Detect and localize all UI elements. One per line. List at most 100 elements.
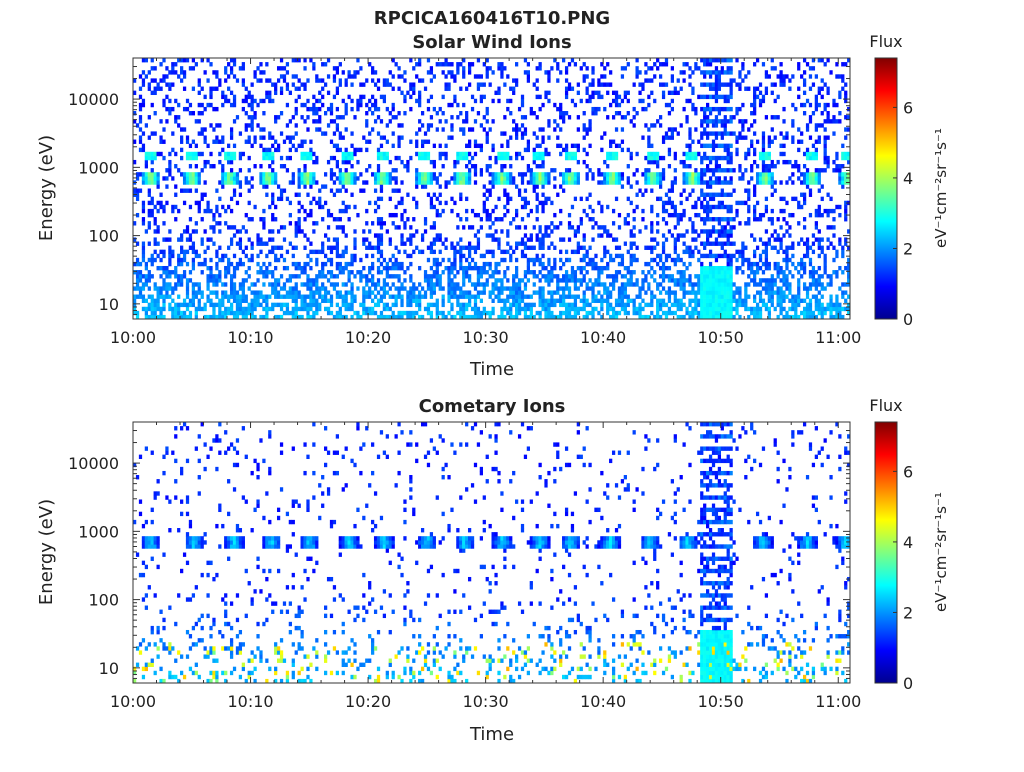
spectrogram-cell: [362, 237, 366, 242]
spectrogram-cell: [300, 155, 304, 161]
spectrogram-cell: [438, 192, 442, 197]
spectrogram-cell: [318, 106, 322, 112]
spectrogram-cell: [488, 217, 492, 222]
spectrogram-cell: [171, 314, 175, 320]
spectrogram-cell: [133, 261, 137, 267]
spectrogram-cell: [476, 241, 481, 246]
spectrogram-cell: [185, 98, 190, 104]
spectrogram-cell: [232, 270, 237, 275]
spectrogram-cell: [321, 294, 325, 299]
spectrogram-cell: [382, 294, 387, 299]
spectrogram-cell: [764, 278, 769, 283]
spectrogram-cell: [761, 147, 766, 153]
spectrogram-cell: [218, 196, 222, 202]
spectrogram-cell: [603, 286, 607, 291]
spectrogram-cell: [714, 82, 719, 87]
spectrogram-cell: [573, 233, 578, 238]
spectrogram-cell: [432, 172, 436, 177]
spectrogram-cell: [171, 62, 175, 67]
spectrogram-cell: [400, 200, 404, 206]
spectrogram-cell: [473, 294, 478, 299]
spectrogram-cell: [344, 106, 348, 112]
spectrogram-cell: [153, 86, 157, 91]
spectrogram-cell: [470, 106, 475, 112]
spectrogram-cell: [576, 115, 580, 120]
spectrogram-cell: [418, 119, 422, 124]
spectrogram-cell: [485, 212, 489, 218]
spectrogram-cell: [147, 192, 151, 197]
spectrogram-cell: [526, 302, 530, 308]
spectrogram-cell: [559, 172, 563, 177]
spectrogram-cell: [423, 151, 428, 157]
spectrogram-cell: [673, 204, 677, 210]
spectrogram-cell: [650, 274, 654, 279]
spectrogram-cell: [194, 62, 198, 67]
spectrogram-cell: [259, 127, 263, 132]
spectrogram-cell: [262, 306, 266, 312]
spectrogram-cell: [276, 196, 281, 202]
spectrogram-cell: [177, 310, 181, 316]
spectrogram-cell: [315, 106, 319, 112]
spectrogram-cell: [685, 180, 689, 185]
spectrogram-cell: [259, 78, 263, 83]
spectrogram-cell: [553, 290, 557, 295]
spectrogram-cell: [418, 102, 422, 108]
spectrogram-cell: [691, 249, 695, 255]
spectrogram-cell: [494, 282, 498, 287]
spectrogram-cell: [432, 286, 436, 291]
spectrogram-cell: [597, 200, 601, 206]
spectrogram-cell: [706, 314, 710, 320]
spectrogram-cell: [758, 310, 763, 316]
spectrogram-cell: [573, 155, 578, 161]
spectrogram-cell: [347, 180, 351, 185]
spectrogram-cell: [162, 306, 166, 312]
spectrogram-cell: [732, 282, 736, 287]
spectrogram-cell: [453, 98, 457, 104]
spectrogram-cell: [547, 233, 551, 238]
spectrogram-cell: [238, 192, 243, 197]
spectrogram-cell: [491, 290, 495, 295]
spectrogram-cell: [491, 253, 495, 259]
spectrogram-cell: [174, 314, 178, 320]
spectrogram-cell: [617, 111, 622, 116]
spectrogram-cell: [476, 143, 481, 149]
spectrogram-cell: [185, 314, 190, 320]
spectrogram-cell: [268, 282, 272, 287]
spectrogram-cell: [515, 270, 519, 275]
spectrogram-cell: [538, 127, 542, 132]
spectrogram-cell: [535, 143, 539, 149]
spectrogram-cell: [482, 200, 486, 206]
spectrogram-cell: [650, 90, 654, 96]
spectrogram-cell: [614, 98, 619, 104]
spectrogram-cell: [359, 302, 363, 308]
spectrogram-cell: [271, 302, 275, 308]
spectrogram-cell: [194, 310, 198, 316]
spectrogram-cell: [350, 98, 354, 104]
spectrogram-cell: [335, 245, 339, 250]
spectrogram-cell: [729, 90, 733, 96]
spectrogram-cell: [341, 282, 345, 287]
spectrogram-cell: [262, 135, 266, 140]
spectrogram-cell: [403, 225, 407, 230]
spectrogram-cell: [206, 78, 210, 83]
spectrogram-cell: [523, 127, 528, 132]
spectrogram-cell: [238, 184, 243, 189]
spectrogram-cell: [770, 172, 774, 177]
spectrogram-cell: [212, 164, 216, 169]
spectrogram-cell: [741, 200, 745, 206]
spectrogram-cell: [165, 82, 169, 87]
spectrogram-cell: [512, 176, 516, 181]
spectrogram-cell: [541, 245, 545, 250]
spectrogram-cell: [708, 70, 713, 75]
spectrogram-cell: [244, 314, 248, 320]
spectrogram-cell: [147, 278, 151, 283]
spectrogram-cell: [553, 102, 557, 108]
spectrogram-cell: [559, 314, 563, 320]
spectrogram-cell: [200, 86, 204, 91]
spectrogram-cell: [209, 151, 213, 157]
spectrogram-cell: [573, 180, 578, 185]
spectrogram-cell: [321, 62, 325, 67]
spectrogram-cell: [591, 298, 595, 303]
spectrogram-cell: [509, 257, 513, 263]
spectrogram-cell: [150, 155, 154, 161]
